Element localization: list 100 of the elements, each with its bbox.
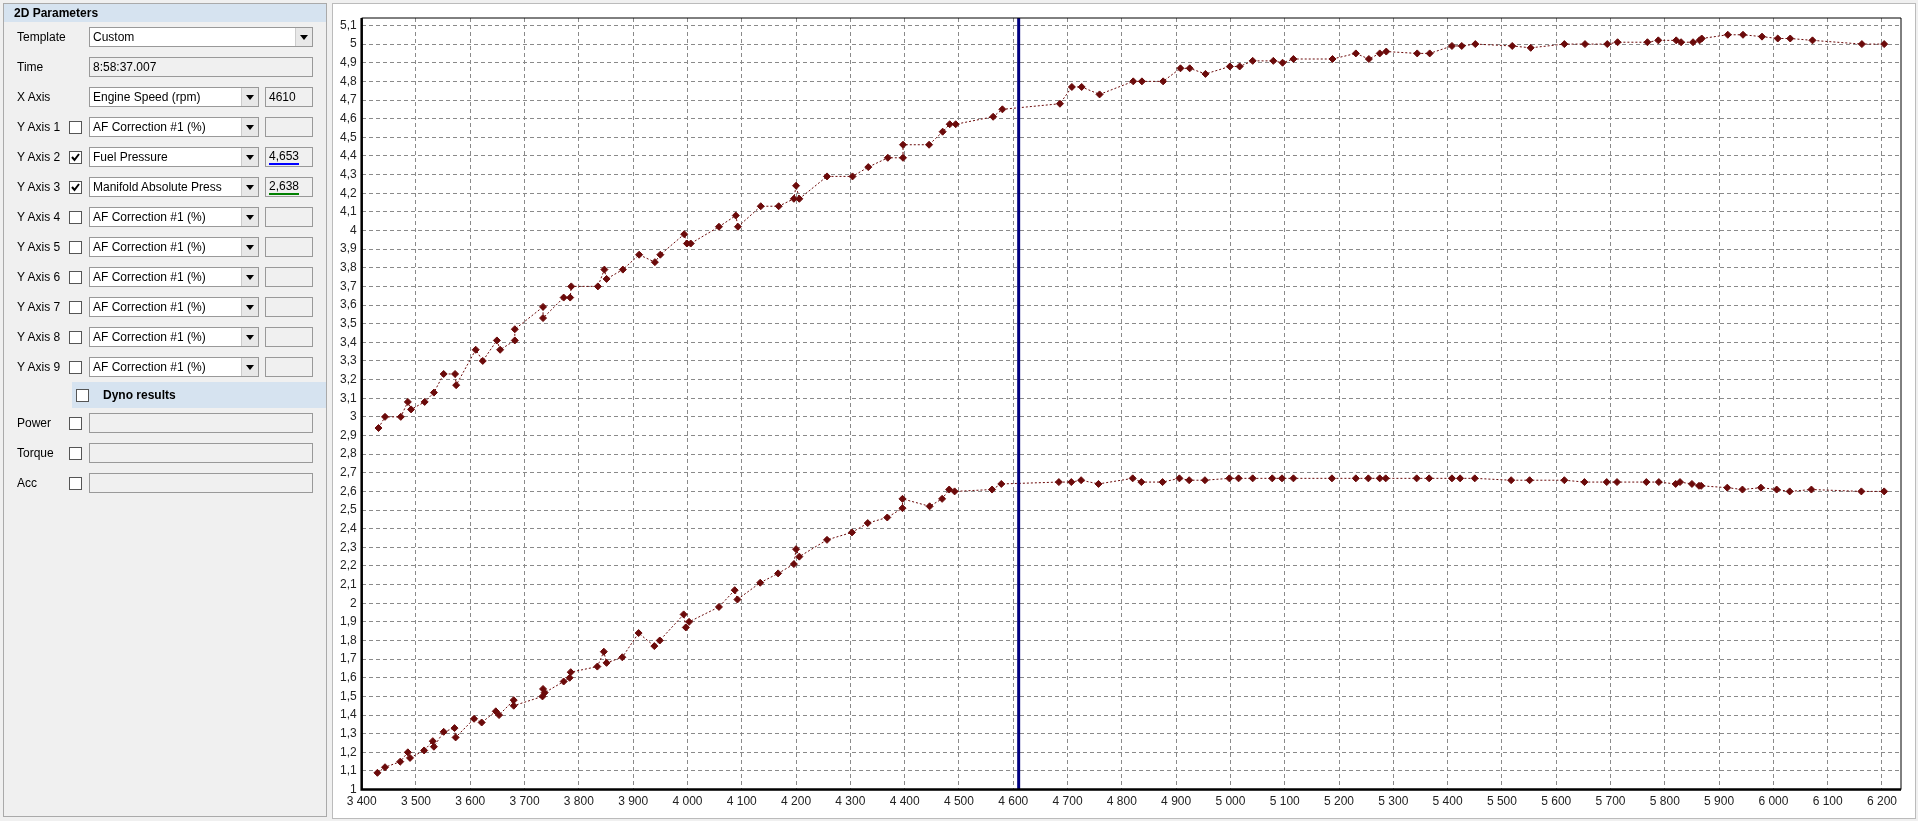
y-tick-label: 4,7 [339, 92, 357, 107]
y-tick-label: 1,1 [339, 763, 357, 778]
text: Y Axis 3 [17, 180, 62, 194]
x-tick-label: 4 800 [1106, 794, 1138, 809]
y-tick-label: 4,6 [339, 110, 357, 125]
text: Y Axis 8 [17, 330, 62, 344]
x-tick-label: 4 200 [781, 794, 812, 809]
y-tick-label: 2,3 [339, 539, 357, 554]
x-tick-label: 4 100 [726, 794, 758, 809]
y-tick-label: 1,4 [339, 707, 357, 722]
y-tick-label: 2 [349, 595, 357, 610]
x-tick-label: 4 500 [943, 794, 975, 809]
x-tick-label: 5 100 [1269, 794, 1301, 809]
text: X Axis [17, 90, 52, 104]
y-tick-label: 3,5 [339, 315, 357, 330]
y-tick-label: 4,5 [339, 129, 357, 144]
y-tick-label: 3,4 [339, 334, 357, 349]
y-tick-label: 1,8 [339, 632, 357, 647]
y-tick-label: 4,9 [339, 55, 357, 70]
text: Acc [17, 476, 38, 490]
dropdown: AF Correction #1 (%) [89, 327, 259, 347]
y-tick-label: 2,4 [339, 520, 357, 535]
dropdown: AF Correction #1 (%) [89, 297, 259, 317]
dropdown: AF Correction #1 (%) [89, 267, 259, 287]
text-field: 4,653 [265, 147, 313, 167]
y-tick-label: 2,6 [339, 483, 357, 498]
text: Y Axis 7 [17, 300, 62, 314]
x-tick-label: 4 600 [998, 794, 1029, 809]
dropdown: Custom [89, 27, 313, 47]
y-tick-label: 1,9 [339, 614, 357, 629]
y-tick-label: 1,6 [339, 670, 357, 685]
x-tick-label: 4 400 [889, 794, 920, 809]
dropdown: Manifold Absolute Press [89, 177, 259, 197]
text: Dyno results [103, 388, 176, 402]
text: Y Axis 9 [17, 360, 62, 374]
x-tick-label: 5 200 [1324, 794, 1355, 809]
y-tick-label: 1 [349, 781, 357, 796]
y-tick-label: 4,1 [339, 204, 357, 219]
dropdown: Engine Speed (rpm) [89, 87, 259, 107]
dropdown: AF Correction #1 (%) [89, 237, 259, 257]
x-tick-label: 5 800 [1649, 794, 1681, 809]
x-tick-label: 5 500 [1486, 794, 1518, 809]
y-tick-label: 3 [349, 409, 357, 424]
text: Y Axis 1 [17, 120, 62, 134]
dropdown: Fuel Pressure [89, 147, 259, 167]
x-tick-label: 6 100 [1812, 794, 1844, 809]
y-tick-label: 4 [349, 222, 357, 237]
x-tick-label: 4 000 [672, 794, 703, 809]
y-tick-label: 1,7 [339, 651, 357, 666]
x-tick-label: 6 200 [1866, 794, 1898, 809]
x-tick-label: 3 700 [509, 794, 540, 809]
y-tick-label: 2,9 [339, 427, 357, 442]
x-tick-label: 3 900 [618, 794, 649, 809]
text: Y Axis 2 [17, 150, 62, 164]
y-tick-label: 3,1 [339, 390, 357, 405]
text: Y Axis 6 [17, 270, 62, 284]
y-tick-label: 4,2 [339, 185, 357, 200]
x-tick-label: 5 900 [1704, 794, 1735, 809]
text: Power [17, 416, 52, 430]
x-tick-label: 6 000 [1758, 794, 1789, 809]
y-tick-label: 5 [349, 36, 357, 51]
y-tick-label: 4,8 [339, 73, 357, 88]
x-tick-label: 5 400 [1432, 794, 1463, 809]
text-field: 2,638 [265, 177, 313, 197]
text: Torque [17, 446, 55, 460]
x-tick-label: 5 600 [1541, 794, 1572, 809]
text-field: 8:58:37.007 [89, 57, 313, 77]
y-tick-label: 4,3 [339, 166, 357, 181]
y-tick-label: 3,9 [339, 241, 357, 256]
x-tick-label: 5 300 [1378, 794, 1409, 809]
y-tick-label: 3,6 [339, 297, 357, 312]
x-tick-label: 4 700 [1052, 794, 1083, 809]
y-tick-label: 3,2 [339, 371, 357, 386]
dropdown: AF Correction #1 (%) [89, 117, 259, 137]
x-tick-label: 5 000 [1215, 794, 1246, 809]
y-tick-label: 1,2 [339, 744, 357, 759]
y-tick-label: 4,4 [339, 148, 357, 163]
x-tick-label: 5 700 [1595, 794, 1626, 809]
y-tick-label: 2,8 [339, 446, 357, 461]
text: 2D Parameters [4, 4, 326, 22]
y-tick-label: 2,7 [339, 465, 357, 480]
dropdown: AF Correction #1 (%) [89, 357, 259, 377]
y-tick-label: 3,8 [339, 260, 357, 275]
x-tick-label: 3 500 [400, 794, 432, 809]
x-tick-label: 4 900 [1161, 794, 1192, 809]
y-tick-label: 2,2 [339, 558, 357, 573]
text: Time [17, 60, 45, 74]
text: Y Axis 4 [17, 210, 62, 224]
dropdown: AF Correction #1 (%) [89, 207, 259, 227]
text: Y Axis 5 [17, 240, 62, 254]
y-tick-label: 1,3 [339, 726, 357, 740]
text-field: 4610 [265, 87, 313, 107]
x-tick-label: 4 300 [835, 794, 866, 809]
y-tick-label: 3,3 [339, 353, 357, 368]
y-tick-label: 3,7 [339, 278, 357, 293]
x-tick-label: 3 800 [563, 794, 595, 809]
x-tick-label: 3 600 [455, 794, 486, 809]
y-tick-label: 1,5 [339, 688, 357, 703]
y-tick-label: 2,1 [339, 576, 357, 591]
y-tick-label: 2,5 [339, 502, 357, 517]
